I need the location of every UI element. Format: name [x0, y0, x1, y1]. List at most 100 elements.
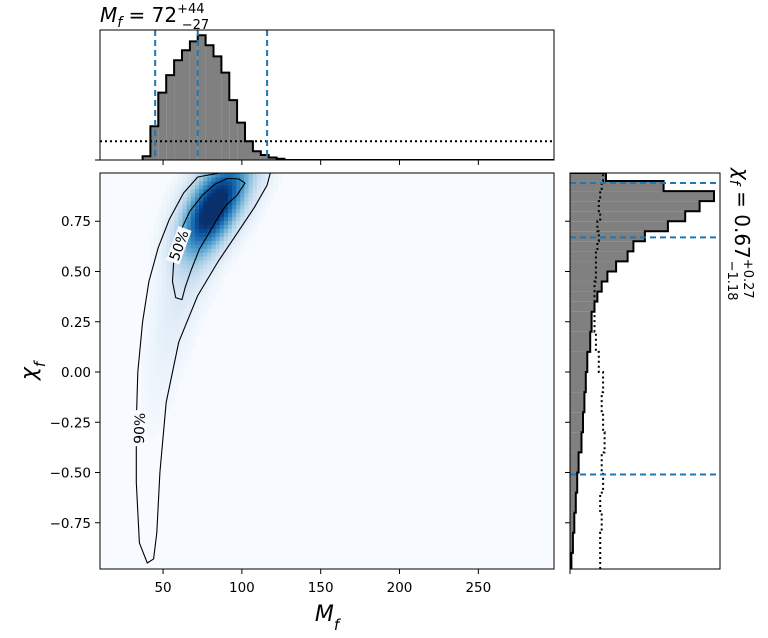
density-cell: [232, 240, 237, 245]
density-cell: [170, 398, 175, 404]
density-cell: [186, 180, 192, 186]
density-cell: [190, 173, 196, 178]
density-cell: [166, 363, 171, 368]
density-cell: [232, 236, 237, 241]
density-cell: [236, 173, 241, 178]
density-cell: [244, 184, 250, 190]
density-cell: [170, 232, 175, 237]
density-cell: [248, 200, 254, 206]
top-histogram-bar: [189, 41, 198, 160]
density-cell: [170, 351, 175, 356]
density-cell: [199, 204, 204, 210]
density-cell: [161, 359, 167, 364]
density-cell: [236, 184, 241, 190]
density-cell: [240, 240, 245, 245]
density-cell: [161, 240, 167, 245]
density-cell: [145, 319, 151, 324]
density-cell: [170, 359, 175, 364]
top-marginal-panel: Mf = 72+44 −27: [95, 2, 555, 165]
density-cell: [166, 343, 171, 348]
density-cell: [232, 196, 237, 202]
density-cell: [232, 228, 237, 233]
density-cell: [190, 200, 196, 206]
density-cell: [178, 264, 184, 269]
density-cell: [248, 212, 254, 218]
density-cell: [178, 180, 184, 186]
density-cell: [186, 355, 192, 360]
density-cell: [219, 173, 225, 178]
density-cell: [248, 196, 254, 202]
density-cell: [215, 240, 221, 245]
density-cell: [182, 355, 188, 360]
density-cell: [227, 180, 233, 186]
density-cell: [236, 200, 241, 206]
density-cell: [227, 184, 233, 190]
density-cell: [149, 315, 155, 321]
density-cell: [161, 283, 167, 289]
density-cell: [260, 208, 266, 214]
density-cell: [182, 351, 188, 356]
density-cell: [227, 244, 233, 249]
density-cell: [166, 184, 171, 190]
density-cell: [252, 176, 258, 182]
density-cell: [182, 311, 188, 317]
top-histogram-outline: [141, 34, 554, 160]
density-cell: [182, 252, 188, 257]
density-cell: [219, 232, 225, 237]
density-cell: [174, 339, 179, 344]
density-cell: [207, 176, 212, 182]
density-cell: [161, 367, 167, 372]
density-cell: [157, 351, 163, 356]
density-cell: [215, 268, 221, 273]
density-cell: [178, 343, 184, 348]
density-cell: [194, 315, 200, 321]
density-cell: [194, 260, 200, 265]
density-cell: [161, 303, 167, 309]
density-cell: [145, 378, 151, 384]
density-cell: [244, 192, 250, 198]
density-cell: [186, 212, 192, 218]
density-cell: [145, 418, 151, 423]
density-cell: [182, 307, 188, 313]
density-cell: [145, 347, 151, 352]
density-cell: [207, 275, 212, 281]
density-cell: [157, 378, 163, 384]
density-cell: [161, 256, 167, 261]
density-cell: [186, 256, 192, 261]
density-cell: [182, 275, 188, 281]
density-cell: [166, 216, 171, 222]
density-cell: [244, 208, 250, 214]
density-cell: [161, 363, 167, 368]
density-cell: [174, 319, 179, 324]
density-cell: [190, 339, 196, 344]
density-cell: [236, 244, 241, 249]
density-cell: [203, 208, 208, 214]
density-cell: [194, 323, 200, 328]
density-cell: [244, 224, 250, 229]
density-cell: [186, 291, 192, 297]
density-cell: [170, 303, 175, 309]
y-tick-label: −0.25: [50, 415, 91, 431]
density-cell: [153, 335, 159, 340]
density-cell: [223, 224, 229, 229]
density-cell: [199, 295, 204, 301]
density-cell: [215, 224, 221, 229]
density-cell: [223, 228, 229, 233]
density-cell: [186, 244, 192, 249]
density-cell: [186, 307, 192, 313]
density-cell: [178, 363, 184, 368]
right-histogram-bar: [570, 472, 578, 493]
density-cell: [203, 283, 208, 289]
density-cell: [161, 378, 167, 384]
density-cell: [194, 248, 200, 253]
density-cell: [215, 220, 221, 225]
density-cell: [166, 236, 171, 241]
density-cell: [232, 188, 237, 194]
density-cell: [240, 248, 245, 253]
density-cell: [215, 287, 221, 293]
density-cell: [215, 196, 221, 202]
density-cell: [149, 426, 155, 431]
density-cell: [190, 335, 196, 340]
density-cell: [182, 303, 188, 309]
